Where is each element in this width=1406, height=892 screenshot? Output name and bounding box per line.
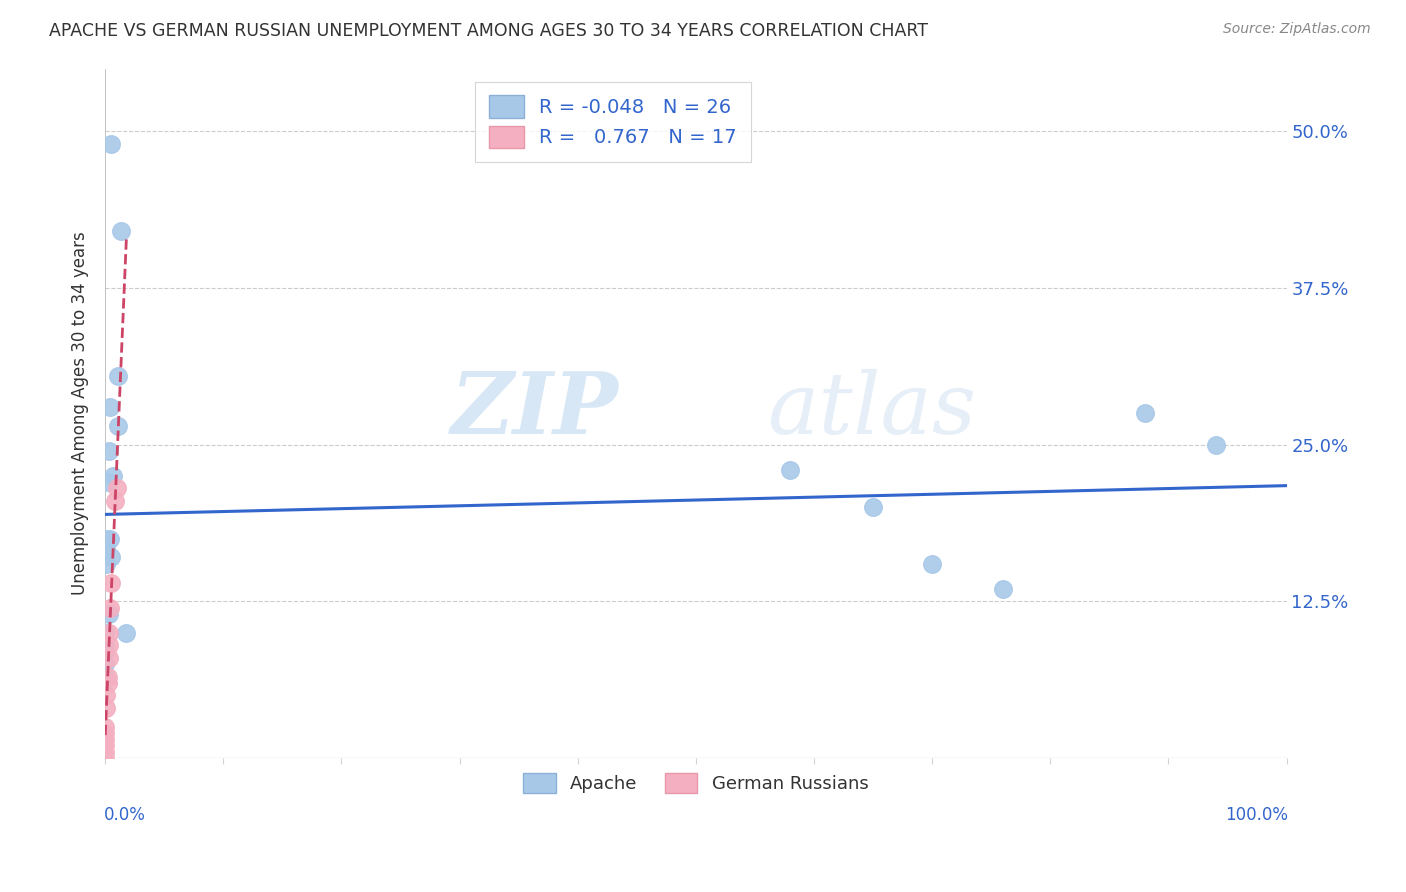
Point [98, 600, 121, 615]
Point [97, 625, 120, 640]
Point [96, 541, 118, 555]
Point [94, 751, 117, 765]
Point [103, 469, 125, 483]
Point [107, 418, 129, 433]
Point [1133, 406, 1156, 420]
Point [115, 625, 138, 640]
Point [97, 607, 120, 621]
Text: 100.0%: 100.0% [1225, 805, 1288, 823]
Y-axis label: Unemployment Among Ages 30 to 34 years: Unemployment Among Ages 30 to 34 years [72, 231, 89, 595]
Point [96, 689, 118, 703]
Point [107, 368, 129, 383]
Point [97, 638, 120, 652]
Point [96, 701, 118, 715]
Point [94, 644, 117, 658]
Point [94, 745, 117, 759]
Point [105, 482, 128, 496]
Point [1205, 437, 1227, 451]
Point [97, 675, 120, 690]
Point [991, 582, 1014, 596]
Point [94, 720, 117, 734]
Point [97, 650, 120, 665]
Point [94, 638, 117, 652]
Point [97, 443, 120, 458]
Text: APACHE VS GERMAN RUSSIAN UNEMPLOYMENT AMONG AGES 30 TO 34 YEARS CORRELATION CHAR: APACHE VS GERMAN RUSSIAN UNEMPLOYMENT AM… [49, 22, 928, 40]
Point [96, 532, 118, 546]
Legend: Apache, German Russians: Apache, German Russians [516, 765, 876, 801]
Point [98, 400, 121, 414]
Point [94, 657, 117, 671]
Point [96, 557, 118, 571]
Point [779, 463, 801, 477]
Point [97, 475, 120, 490]
Point [862, 500, 884, 515]
Point [104, 494, 127, 508]
Point [94, 669, 117, 683]
Point [100, 136, 122, 151]
Point [921, 557, 943, 571]
Text: atlas: atlas [766, 368, 976, 451]
Point [100, 575, 122, 590]
Point [100, 550, 122, 565]
Point [110, 225, 132, 239]
Text: ZIP: ZIP [451, 368, 619, 451]
Point [94, 739, 117, 753]
Text: 0.0%: 0.0% [104, 805, 146, 823]
Text: Source: ZipAtlas.com: Source: ZipAtlas.com [1223, 22, 1371, 37]
Point [94, 726, 117, 740]
Point [94, 625, 117, 640]
Point [97, 669, 120, 683]
Point [98, 532, 121, 546]
Point [94, 732, 117, 747]
